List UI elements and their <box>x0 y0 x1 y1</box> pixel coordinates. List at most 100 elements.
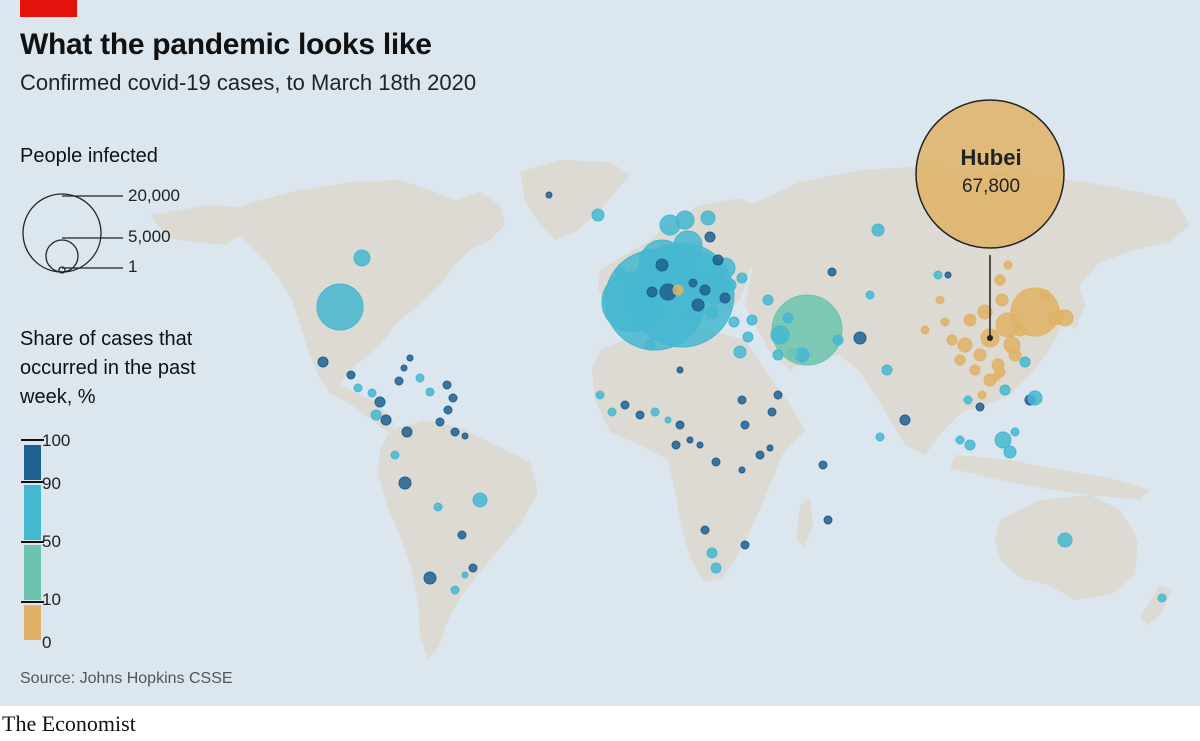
case-bubble <box>723 278 737 292</box>
case-bubble <box>940 317 950 327</box>
case-bubble <box>423 571 437 585</box>
size-legend-circle-small <box>58 266 66 274</box>
callout-anchor-dot <box>987 335 993 341</box>
case-bubble <box>881 364 893 376</box>
case-bubble <box>390 450 400 460</box>
case-bubble <box>740 420 750 430</box>
case-bubble <box>969 364 981 376</box>
case-bubble <box>614 266 626 278</box>
color-legend-tick-100: 100 <box>42 431 71 450</box>
indonesia-landmass <box>950 455 1150 500</box>
case-bubble <box>1039 289 1051 301</box>
case-bubble <box>664 416 672 424</box>
case-bubble <box>995 293 1009 307</box>
case-bubble <box>767 407 777 417</box>
color-legend-swatch-10-50 <box>24 545 41 600</box>
chart-subtitle: Confirmed covid-19 cases, to March 18th … <box>20 70 477 95</box>
case-bubble <box>370 409 382 421</box>
chart-title: What the pandemic looks like <box>20 28 432 61</box>
case-bubble <box>595 390 605 400</box>
case-bubble <box>353 249 371 267</box>
case-bubble <box>346 370 356 380</box>
case-bubble <box>435 417 445 427</box>
madagascar-landmass <box>796 498 813 548</box>
size-legend-circle-medium <box>45 239 79 273</box>
case-bubble <box>935 295 945 305</box>
case-bubble <box>1013 323 1027 337</box>
publisher-wordmark: The Economist <box>2 711 136 736</box>
case-bubble <box>737 395 747 405</box>
callout-region-value: 67,800 <box>961 176 1021 197</box>
color-legend-tick-50: 50 <box>42 532 61 551</box>
case-bubble <box>994 366 1006 378</box>
map-panel: What the pandemic looks like Confirmed c… <box>0 0 1200 706</box>
size-legend-graphic <box>22 193 123 274</box>
case-bubble <box>406 354 414 362</box>
size-legend-label-small: 1 <box>128 257 138 276</box>
case-bubble <box>955 435 965 445</box>
case-bubble <box>672 284 684 296</box>
case-bubble <box>711 457 721 467</box>
case-bubble <box>650 407 660 417</box>
case-bubble <box>762 294 774 306</box>
case-bubble <box>1019 356 1031 368</box>
case-bubble <box>899 414 911 426</box>
case-bubble <box>786 347 798 359</box>
case-bubble <box>1008 348 1022 362</box>
case-bubble <box>736 272 748 284</box>
case-bubble <box>999 384 1011 396</box>
greenland-landmass <box>520 160 630 240</box>
case-bubble <box>977 390 987 400</box>
case-bubble <box>738 466 746 474</box>
size-legend-circle-large <box>22 193 102 273</box>
asia-landmass <box>745 166 1190 455</box>
case-bubble <box>975 402 985 412</box>
case-bubble <box>705 305 719 319</box>
case-bubble <box>673 230 703 260</box>
alaska-landmass <box>150 205 255 245</box>
case-bubble <box>1003 445 1017 459</box>
size-legend-label-medium: 5,000 <box>128 227 171 246</box>
case-bubble <box>696 441 704 449</box>
case-bubble <box>875 432 885 442</box>
case-bubble <box>700 210 716 226</box>
case-bubble <box>700 525 710 535</box>
case-bubble <box>712 254 724 266</box>
case-bubble <box>688 278 698 288</box>
case-bubble <box>457 530 467 540</box>
color-legend-swatch-90-100 <box>24 445 41 480</box>
australia-landmass <box>995 495 1138 600</box>
case-bubble <box>853 331 867 345</box>
case-bubble <box>591 208 605 222</box>
case-bubble <box>468 563 478 573</box>
source-note: Source: Johns Hopkins CSSE <box>20 670 233 687</box>
color-legend-heading-line-2: occurred in the past <box>20 357 196 379</box>
case-bubble <box>401 426 413 438</box>
case-bubble <box>1003 260 1013 270</box>
world-map <box>21 99 1190 660</box>
case-bubble <box>1157 593 1167 603</box>
case-bubble <box>773 390 783 400</box>
case-bubble <box>374 396 386 408</box>
case-bubble <box>818 460 828 470</box>
color-legend-swatch-0-10 <box>24 605 41 640</box>
case-bubble <box>977 304 993 320</box>
case-bubble <box>671 440 681 450</box>
case-bubble <box>994 274 1006 286</box>
case-bubble <box>742 331 754 343</box>
case-bubble <box>607 407 617 417</box>
case-bubble <box>367 388 377 398</box>
africa-landmass <box>592 328 805 582</box>
case-bubble <box>380 414 392 426</box>
case-bubble <box>871 223 885 237</box>
case-bubble <box>398 476 412 490</box>
callout-region-name: Hubei <box>960 145 1022 170</box>
case-bubble <box>954 354 966 366</box>
case-bubble <box>545 191 553 199</box>
case-bubble <box>472 492 488 508</box>
case-bubble <box>994 431 1012 449</box>
case-bubble <box>772 349 784 361</box>
case-bubble <box>448 393 458 403</box>
case-bubble <box>832 334 844 346</box>
